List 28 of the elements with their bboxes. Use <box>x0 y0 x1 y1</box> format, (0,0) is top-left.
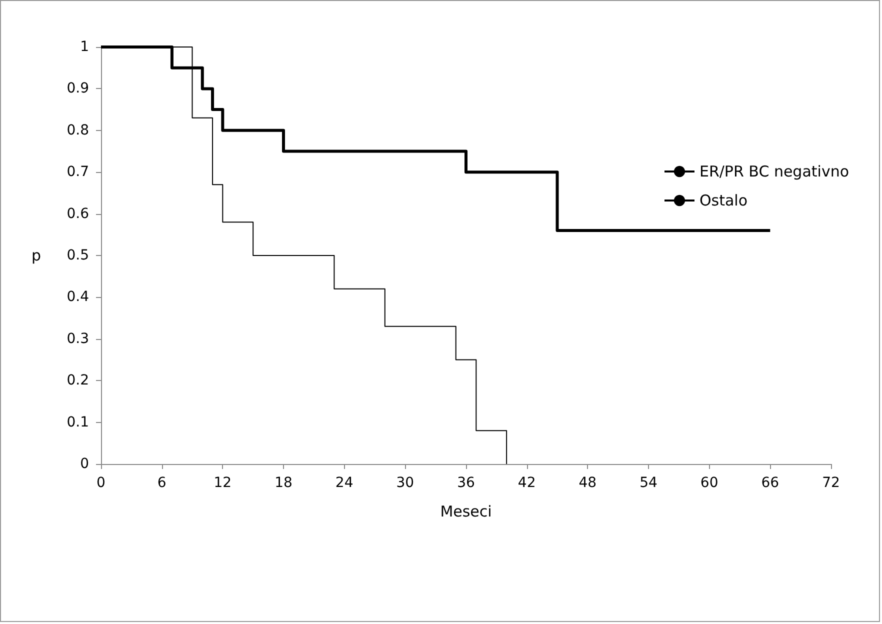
x-tick-label: 48 <box>578 475 597 491</box>
y-tick-label: 1 <box>80 39 89 55</box>
y-tick-label: 0.9 <box>66 80 89 97</box>
x-axis-title: Meseci <box>440 502 492 520</box>
x-tick-label: 24 <box>335 475 354 491</box>
x-tick-label: 12 <box>214 475 232 491</box>
y-tick-label: 0 <box>80 456 89 472</box>
x-tick-label: 0 <box>96 475 106 491</box>
y-tick-label: 0.7 <box>66 164 89 180</box>
y-tick-label: 0.2 <box>66 372 89 389</box>
x-tick-label: 6 <box>157 475 166 491</box>
y-tick-label: 0.3 <box>66 330 89 347</box>
legend-label: Ostalo <box>699 192 748 210</box>
x-tick-label: 18 <box>274 475 292 491</box>
x-tick-label: 30 <box>396 475 414 491</box>
x-tick-label: 36 <box>457 475 475 491</box>
y-axis-title: p <box>31 246 41 264</box>
legend-label: ER/PR BC negativno <box>699 162 850 180</box>
y-tick-label: 0.4 <box>66 289 90 306</box>
y-tick-label: 0.6 <box>66 206 90 222</box>
x-tick-label: 54 <box>640 475 658 491</box>
x-tick-label: 60 <box>700 475 718 491</box>
x-tick-label: 42 <box>518 475 536 491</box>
x-tick-label: 66 <box>761 475 780 491</box>
y-tick-label: 0.1 <box>66 414 89 430</box>
x-tick-label: 72 <box>822 475 840 491</box>
y-tick-label: 0.8 <box>66 122 89 138</box>
y-tick-label: 0.5 <box>66 248 89 264</box>
